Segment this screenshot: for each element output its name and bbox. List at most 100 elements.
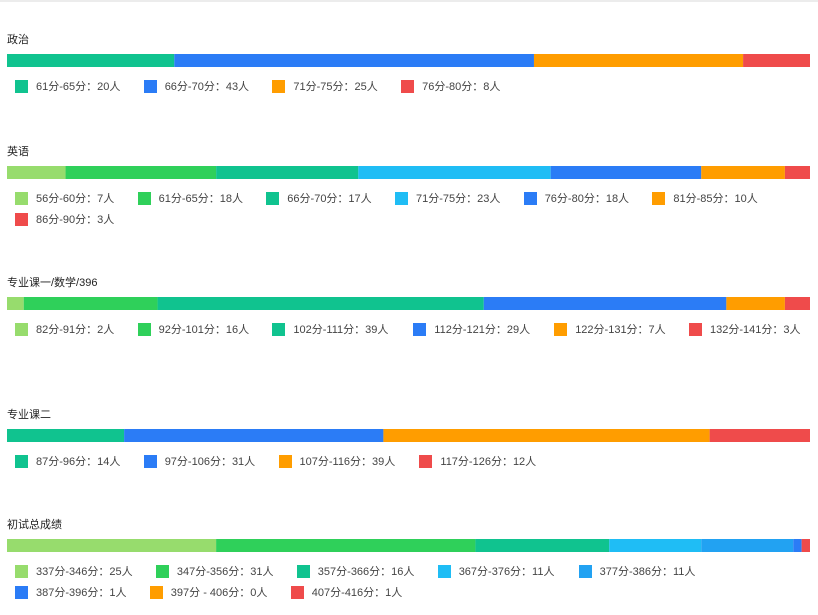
bar-segment[interactable]: [216, 166, 359, 179]
legend-swatch: [523, 192, 537, 205]
bar-segment[interactable]: [533, 54, 744, 67]
legend-item[interactable]: 66分-70分：17人: [266, 192, 372, 206]
legend-item[interactable]: 117分-126分：12人: [419, 455, 536, 469]
bar-segment[interactable]: [216, 539, 476, 552]
stacked-bar: [7, 166, 810, 179]
legend-swatch: [15, 192, 28, 205]
bar-segment[interactable]: [65, 166, 217, 179]
legend-swatch: [554, 323, 568, 336]
legend-item[interactable]: 87分-96分：14人: [15, 455, 120, 469]
chart-title: 英语: [7, 146, 29, 158]
legend-swatch: [137, 323, 151, 336]
legend-swatch: [290, 586, 304, 599]
bar-segment[interactable]: [701, 539, 794, 552]
legend-swatch: [15, 586, 28, 599]
legend-label: 81分-85分：10人: [673, 193, 758, 205]
legend-item[interactable]: 112分-121分：29人: [413, 323, 530, 337]
bar-segment[interactable]: [475, 539, 610, 552]
legend-label: 71分-75分：25人: [293, 81, 378, 93]
bar-segment[interactable]: [23, 297, 158, 310]
top-divider: [0, 0, 818, 2]
bar-segment[interactable]: [793, 539, 802, 552]
legend-label: 66分-70分：17人: [287, 193, 372, 205]
legend-item[interactable]: 56分-60分：7人: [15, 192, 114, 206]
legend-item[interactable]: 76分-80分：8人: [401, 80, 500, 94]
bar-segment[interactable]: [7, 297, 24, 310]
legend-swatch: [272, 80, 286, 93]
legend-swatch: [413, 323, 427, 336]
legend-item[interactable]: 76分-80分：18人: [523, 192, 629, 206]
legend-item[interactable]: 397分 - 406分：0人: [149, 586, 268, 600]
legend-item[interactable]: 347分-356分：31人: [155, 565, 274, 579]
legend-label: 377分-386分：11人: [599, 566, 696, 578]
legend-item[interactable]: 66分-70分：43人: [143, 80, 250, 94]
legend-label: 82分-91分：2人: [36, 324, 115, 336]
legend-label: 66分-70分：43人: [164, 81, 250, 93]
legend-item[interactable]: 387分-396分：1人: [15, 586, 127, 600]
bar-segment[interactable]: [124, 429, 384, 442]
bar-segment[interactable]: [383, 429, 710, 442]
bar-segment[interactable]: [7, 166, 66, 179]
legend-item[interactable]: 367分-376分：11人: [437, 565, 554, 579]
legend-swatch: [15, 565, 28, 578]
legend-label: 71分-75分：23人: [416, 193, 501, 205]
legend-label: 56分-60分：7人: [36, 193, 115, 205]
legend-item[interactable]: 377分-386分：11人: [578, 565, 696, 579]
legend-label: 76分-80分：8人: [422, 81, 501, 93]
legend-label: 407分-416分：1人: [311, 587, 403, 599]
legend-swatch: [296, 565, 310, 578]
bar-segment[interactable]: [550, 166, 702, 179]
legend-swatch: [437, 565, 451, 578]
bar-segment[interactable]: [609, 539, 702, 552]
legend-item[interactable]: 357分-366分：16人: [296, 565, 414, 579]
chart-title: 初试总成绩: [7, 519, 62, 531]
legend-item[interactable]: 122分-131分：7人: [554, 323, 666, 337]
legend-item[interactable]: 81分-85分：10人: [652, 192, 758, 206]
bar-segment[interactable]: [784, 166, 810, 179]
bar-segment[interactable]: [726, 297, 785, 310]
bar-segment[interactable]: [358, 166, 551, 179]
legend-label: 117分-126分：12人: [440, 456, 537, 468]
bar-segment[interactable]: [157, 297, 484, 310]
legend-item[interactable]: 97分-106分：31人: [143, 455, 256, 469]
legend-item[interactable]: 61分-65分：20人: [15, 80, 120, 94]
bar-segment[interactable]: [743, 54, 810, 67]
legend-swatch: [149, 586, 163, 599]
bar-segment[interactable]: [701, 166, 785, 179]
legend-swatch: [419, 455, 433, 468]
bar-segment[interactable]: [7, 539, 217, 552]
legend-label: 112分-121分：29人: [434, 324, 531, 336]
legend-item[interactable]: 71分-75分：23人: [395, 192, 500, 206]
bar-segment[interactable]: [7, 429, 125, 442]
chart-title: 专业课二: [7, 409, 51, 421]
legend-swatch: [272, 323, 286, 336]
legend-label: 397分 - 406分：0人: [170, 587, 268, 599]
legend-item[interactable]: 86分-90分：3人: [15, 213, 114, 227]
legend-label: 97分-106分：31人: [164, 456, 256, 468]
bar-segment[interactable]: [7, 54, 175, 67]
legend-item[interactable]: 82分-91分：2人: [15, 323, 114, 337]
bar-segment[interactable]: [709, 429, 810, 442]
legend-swatch: [395, 192, 408, 205]
legend-swatch: [143, 80, 157, 93]
bar-segment[interactable]: [784, 297, 810, 310]
legend-item[interactable]: 92分-101分：16人: [137, 323, 249, 337]
legend-item[interactable]: 61分-65分：18人: [137, 192, 243, 206]
legend-swatch: [578, 565, 592, 578]
legend-item[interactable]: 132分-141分：3人: [689, 323, 801, 337]
bar-segment[interactable]: [174, 54, 534, 67]
legend-item[interactable]: 407分-416分：1人: [290, 586, 403, 600]
legend-item[interactable]: 71分-75分：25人: [272, 80, 378, 94]
legend-item[interactable]: 107分-116分：39人: [278, 455, 395, 469]
legend-label: 102分-111分：39人: [293, 324, 389, 336]
chart-section: 专业课一/数学/396 82分-91分：2人 92分-101分：16人 102分-11…: [7, 276, 810, 336]
legend-swatch: [143, 455, 157, 468]
bar-segment[interactable]: [483, 297, 727, 310]
legend-item[interactable]: 102分-111分：39人: [272, 323, 388, 337]
legend-swatch: [155, 565, 169, 578]
legend-item[interactable]: 337分-346分：25人: [15, 565, 133, 579]
legend-label: 132分-141分：3人: [710, 324, 801, 336]
bar-segment[interactable]: [801, 539, 810, 552]
legend-label: 61分-65分：20人: [36, 81, 121, 93]
chart-title: 政治: [7, 34, 29, 46]
